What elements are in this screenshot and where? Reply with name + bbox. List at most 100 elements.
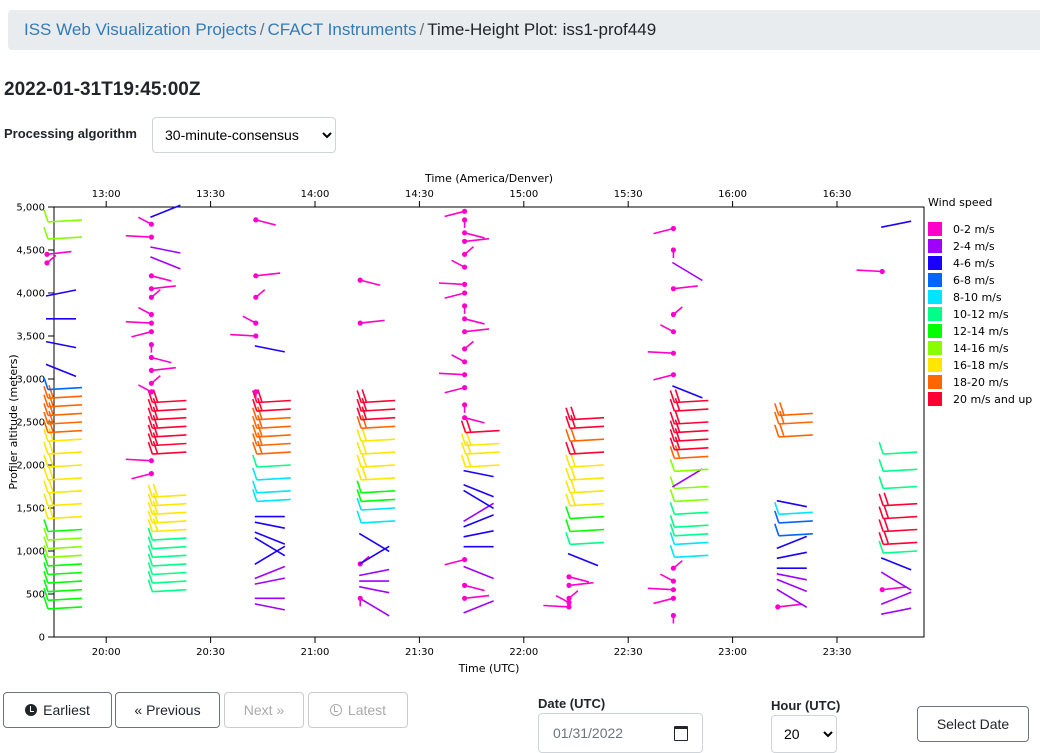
wind-barb-flag	[152, 415, 159, 428]
wind-barb-flag	[43, 428, 49, 442]
wind-barb-flag	[48, 393, 54, 407]
wind-barb	[152, 537, 187, 541]
wind-barb-flag	[43, 467, 49, 481]
breadcrumb-link-iss-projects[interactable]: ISS Web Visualization Projects	[24, 20, 257, 39]
wind-barb-dot	[462, 251, 468, 257]
wind-barb-dot	[148, 354, 154, 361]
wind-barb	[778, 533, 813, 537]
wind-barb-flag	[356, 480, 362, 494]
wind-barb	[674, 429, 709, 434]
wind-barb-flag	[674, 389, 681, 402]
wind-barb-dot	[670, 372, 677, 378]
y-tick-label: 1,500	[16, 504, 45, 515]
wind-barb-flag	[669, 428, 676, 442]
wind-barb-dot	[670, 565, 677, 571]
wind-barb	[569, 451, 605, 455]
wind-barb-flag	[356, 441, 362, 455]
wind-barb	[152, 580, 187, 584]
wind-barb-flag	[48, 466, 54, 480]
wind-barb	[256, 477, 291, 481]
wind-barb	[569, 477, 605, 481]
wind-barb	[361, 416, 396, 421]
wind-barb-dot	[44, 251, 50, 257]
wind-barb-flag	[674, 410, 681, 424]
wind-barb	[674, 498, 709, 503]
earliest-button[interactable]: Earliest	[3, 692, 112, 728]
wind-barb-flag	[48, 402, 54, 415]
wind-barb	[647, 587, 674, 591]
wind-barb	[464, 416, 485, 424]
hour-select[interactable]: 20	[771, 715, 837, 753]
x-tick-label: 23:00	[718, 647, 747, 658]
wind-barb-flag	[147, 502, 154, 515]
wind-barb-dot	[462, 329, 468, 335]
calendar-icon[interactable]	[674, 725, 688, 741]
x-tick-label: 23:30	[823, 647, 852, 658]
legend-label: 2-4 m/s	[953, 240, 995, 253]
latest-button[interactable]: Latest	[308, 692, 408, 728]
processing-algorithm-select[interactable]: 30-minute-consensus	[152, 117, 336, 153]
wind-barb-flag	[669, 398, 676, 412]
legend-swatch	[928, 375, 942, 389]
wind-barb-flag	[774, 510, 780, 524]
wind-barb	[465, 464, 500, 468]
x2-tick-label: 14:30	[405, 189, 434, 200]
wind-barb-dot	[148, 311, 154, 318]
wind-barb	[647, 351, 674, 354]
wind-barb-flag	[674, 445, 681, 458]
wind-barb-flag	[669, 532, 676, 545]
wind-barb	[256, 442, 291, 447]
wind-barb-flag	[152, 492, 159, 505]
wind-barb	[255, 272, 281, 277]
wind-barb	[464, 584, 485, 592]
legend-swatch	[928, 358, 942, 372]
wind-barb	[674, 399, 709, 404]
wind-barb	[653, 373, 674, 381]
wind-barb	[152, 502, 187, 507]
select-date-button[interactable]: Select Date	[917, 706, 1029, 742]
wind-barb	[150, 204, 181, 219]
wind-barb-dot	[566, 595, 572, 601]
x-tick-label: 21:30	[405, 647, 434, 658]
breadcrumb-link-cfact-instruments[interactable]: CFACT Instruments	[267, 20, 417, 39]
wind-barb	[47, 464, 83, 468]
legend-label: 0-2 m/s	[953, 223, 995, 236]
wind-barb	[360, 319, 385, 324]
wind-barb	[674, 455, 709, 460]
wind-barb-dot	[148, 471, 154, 477]
wind-barb-dot	[253, 389, 259, 395]
time-height-plot: 20:00 20:30 21:00 21:30 22:00 22:30 23:00 23:30…	[7, 172, 1032, 675]
wind-barb-dot	[148, 380, 154, 386]
previous-button[interactable]: « Previous	[115, 692, 220, 728]
wind-barb	[125, 320, 152, 324]
wind-barb-flag	[883, 518, 889, 531]
wind-barb	[463, 530, 494, 538]
wind-barb	[673, 285, 698, 290]
wind-barb-dot	[148, 329, 154, 335]
wind-barb	[361, 464, 396, 468]
next-button[interactable]: Next »	[224, 692, 304, 728]
wind-barb-dot	[44, 260, 50, 266]
wind-barb-flag	[147, 433, 154, 446]
wind-barb-flag	[147, 536, 154, 549]
wind-barb-flag	[356, 489, 362, 502]
wind-barb	[256, 464, 291, 468]
y-tick-label: 5,000	[16, 203, 45, 214]
wind-barb-flag	[570, 440, 576, 454]
wind-barb	[256, 408, 291, 412]
wind-barb-flag	[252, 489, 258, 502]
wind-barb	[47, 554, 83, 559]
wind-barb-flag	[361, 440, 367, 454]
wind-barb	[47, 219, 83, 223]
wind-barb	[674, 408, 709, 412]
wind-barb	[47, 537, 83, 541]
date-input[interactable]: 01/31/2022	[538, 713, 703, 753]
wind-barb	[653, 597, 674, 605]
wind-barb-flag	[570, 479, 576, 493]
wind-barb	[151, 366, 176, 372]
wind-barb-dot	[462, 230, 468, 236]
wind-barb-flag	[43, 519, 49, 532]
legend-swatch	[928, 392, 942, 406]
wind-barb	[776, 573, 807, 581]
wind-barb-dot	[566, 600, 572, 606]
